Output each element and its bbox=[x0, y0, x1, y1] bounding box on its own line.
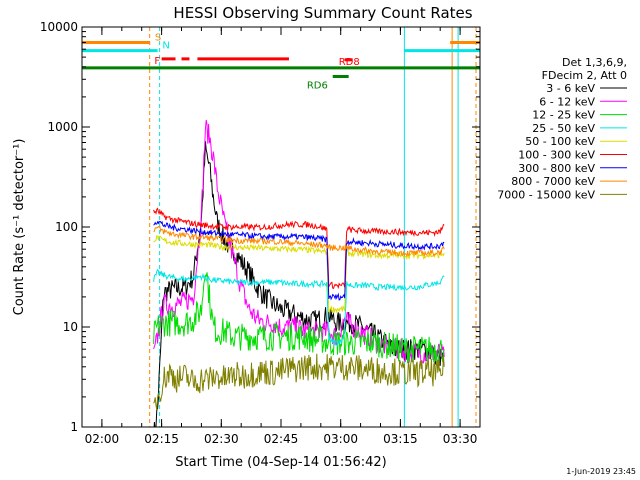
plot-area: SNF RD8 RD6 bbox=[82, 27, 480, 427]
chart-title: HESSI Observing Summary Count Rates bbox=[173, 4, 472, 22]
legend-header-1: FDecim 2, Att 0 bbox=[542, 69, 627, 82]
x-axis-label: Start Time (04-Sep-14 01:56:42) bbox=[175, 455, 386, 470]
y-axis-label: Count Rate (s⁻¹ detector⁻¹) bbox=[12, 139, 27, 316]
series-line-6 bbox=[153, 220, 445, 301]
flag-label-1: N bbox=[162, 41, 169, 52]
y-axis: 1 10 100 1000 10000 bbox=[40, 20, 480, 434]
series-line-8 bbox=[153, 353, 445, 410]
series-line-5 bbox=[153, 207, 445, 290]
x-tick-label-1: 02:15 bbox=[144, 432, 179, 446]
x-axis: 02:00 02:15 02:30 02:45 03:00 03:15 03:30 bbox=[81, 27, 481, 446]
legend-label-7: 800 - 7000 keV bbox=[511, 175, 595, 188]
x-tick-label-2: 02:30 bbox=[204, 432, 239, 446]
y-tick-label-0: 1 bbox=[70, 420, 78, 434]
legend-label-6: 300 - 800 keV bbox=[518, 162, 595, 175]
legend-label-1: 6 - 12 keV bbox=[539, 95, 595, 108]
series-line-4 bbox=[153, 234, 445, 314]
legend-label-3: 25 - 50 keV bbox=[532, 122, 595, 135]
legend-label-2: 12 - 25 keV bbox=[532, 109, 595, 122]
flag-label-4: RD6 bbox=[307, 80, 328, 91]
legend-header-0: Det 1,3,6,9, bbox=[562, 56, 627, 69]
x-tick-label-6: 03:30 bbox=[443, 432, 478, 446]
y-tick-label-3: 1000 bbox=[47, 120, 78, 134]
x-tick-label-4: 03:00 bbox=[323, 432, 358, 446]
series-line-7 bbox=[153, 225, 445, 258]
y-tick-label-4: 10000 bbox=[40, 20, 78, 34]
series-line-3 bbox=[153, 268, 445, 348]
flag-label-3: RD8 bbox=[339, 57, 360, 68]
legend-label-8: 7000 - 15000 keV bbox=[497, 188, 595, 201]
flag-label-2: F bbox=[154, 56, 160, 67]
footer-date: 1-Jun-2019 23:45 bbox=[566, 467, 636, 476]
x-tick-label-3: 02:45 bbox=[264, 432, 299, 446]
legend-label-0: 3 - 6 keV bbox=[546, 82, 595, 95]
y-tick-label-1: 10 bbox=[63, 320, 78, 334]
legend-label-4: 50 - 100 keV bbox=[525, 135, 595, 148]
legend-label-5: 100 - 300 keV bbox=[518, 149, 595, 162]
series-line-2 bbox=[153, 272, 445, 364]
flag-label-0: S bbox=[155, 32, 161, 43]
y-tick-label-2: 100 bbox=[55, 220, 78, 234]
x-tick-label-0: 02:00 bbox=[85, 432, 120, 446]
plot-clip-group: SNF RD8 RD6 bbox=[82, 27, 480, 427]
x-tick-label-5: 03:15 bbox=[383, 432, 418, 446]
